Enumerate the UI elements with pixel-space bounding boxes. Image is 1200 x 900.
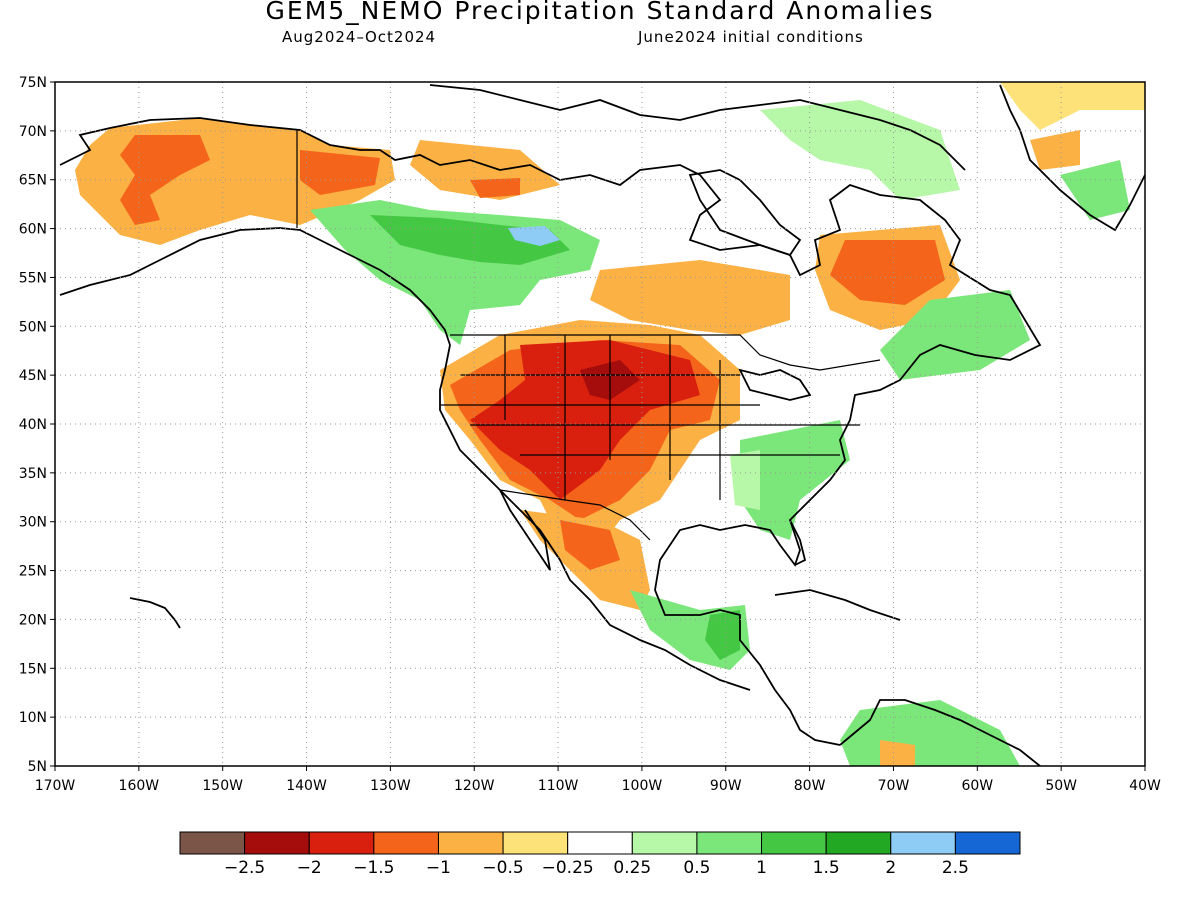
lat-label-30N: 30N [19, 515, 47, 531]
colorbar-label-8: 1 [756, 858, 767, 878]
map-area [54, 81, 1146, 767]
lat-label-40N: 40N [19, 417, 47, 433]
lat-label-60N: 60N [19, 222, 47, 238]
anomaly-central-america-core [705, 610, 740, 660]
border-us-mexico [499, 489, 651, 541]
lon-label-60W: 60W [961, 778, 993, 794]
coast-greenland [999, 84, 1145, 232]
lon-label-90W: 90W [710, 778, 742, 794]
anomaly-southeast-light [730, 450, 760, 510]
lat-label-15N: 15N [19, 661, 47, 677]
coast-arctic-islands [429, 84, 966, 171]
coast-cuba [774, 589, 901, 621]
lon-label-50W: 50W [1045, 778, 1077, 794]
lat-label-75N: 75N [19, 75, 47, 91]
forecast-period: Aug2024–Oct2024 [282, 28, 437, 46]
political-borders [296, 130, 881, 541]
lon-label-130W: 130W [370, 778, 411, 794]
lon-label-140W: 140W [286, 778, 327, 794]
coast-west [59, 227, 751, 691]
anomaly-arctic-east [760, 100, 960, 200]
colorbar-label-2: −1.5 [353, 858, 394, 878]
colorbar-label-3: −1 [426, 858, 451, 878]
anomaly-ontario [590, 260, 790, 335]
coastlines [59, 84, 1145, 766]
graticule [55, 82, 1145, 766]
colorbar-label-0: −2.5 [224, 858, 265, 878]
anomaly-bc-blue [508, 226, 560, 246]
colorbar-bin-12 [954, 831, 1021, 855]
colorbar-label-5: −0.25 [542, 858, 594, 878]
colorbar-bin-0 [179, 831, 246, 855]
anomaly-yukon [300, 150, 380, 195]
lon-label-150W: 150W [202, 778, 243, 794]
lat-label-70N: 70N [19, 124, 47, 140]
coast-south-america [839, 699, 1041, 766]
coast-baja [499, 489, 551, 571]
anomaly-southeast [740, 420, 850, 540]
colorbar-bin-2 [308, 831, 375, 855]
colorbar-bin-4 [437, 831, 504, 855]
lon-label-110W: 110W [538, 778, 579, 794]
colorbar-label-11: 2.5 [942, 858, 969, 878]
colorbar-bin-3 [373, 831, 439, 855]
anomaly-greenland-green [1060, 160, 1130, 220]
anomaly-us-west-red [470, 340, 700, 500]
coast-florida [789, 519, 807, 566]
lat-label-20N: 20N [19, 612, 47, 628]
lat-label-35N: 35N [19, 466, 47, 482]
lat-label-50N: 50N [19, 319, 47, 335]
map-title: GEM5_NEMO Precipitation Standard Anomali… [265, 0, 935, 25]
colorbar-bin-6 [567, 831, 633, 855]
colorbar-label-4: −0.5 [482, 858, 523, 878]
lat-label-45N: 45N [19, 368, 47, 384]
colorbar-bin-11 [890, 831, 956, 855]
colorbar-bin-8 [696, 831, 763, 855]
colorbar-bin-5 [502, 831, 569, 855]
colorbar-labels: −2.5 −2 −1.5 −1 −0.5 −0.25 0.25 0.5 1 1.5 2 2.5 [224, 858, 969, 878]
anomaly-greenland [1000, 82, 1145, 130]
latitude-labels: 5N 10N 15N 20N 25N 30N 35N 40N 45N 50N 55N 60N 65N 70… [19, 75, 55, 775]
lat-label-5N: 5N [28, 759, 47, 775]
lat-label-25N: 25N [19, 564, 47, 580]
colorbar-bin-9 [761, 831, 827, 855]
colorbar-label-7: 0.5 [683, 858, 710, 878]
anomaly-quebec-core [830, 240, 945, 305]
colorbar-label-6: 0.25 [613, 858, 651, 878]
lon-label-80W: 80W [794, 778, 826, 794]
lon-label-100W: 100W [622, 778, 663, 794]
lon-label-160W: 160W [119, 778, 160, 794]
lat-label-65N: 65N [19, 173, 47, 189]
lon-label-70W: 70W [878, 778, 910, 794]
colorbar-bin-7 [631, 831, 698, 855]
colorbar-label-10: 2 [885, 858, 896, 878]
colorbar-bin-1 [244, 831, 310, 855]
lon-label-120W: 120W [454, 778, 495, 794]
longitude-labels: 170W 160W 150W 140W 130W 120W 110W 100W 90W 80W 70… [35, 766, 1161, 794]
colorbar-bin-10 [825, 831, 892, 855]
lon-label-40W: 40W [1129, 778, 1161, 794]
lon-label-170W: 170W [35, 778, 76, 794]
anomaly-nunavut-core [470, 178, 520, 198]
anomaly-south-america [840, 700, 1020, 766]
colorbar-label-9: 1.5 [813, 858, 840, 878]
lat-label-55N: 55N [19, 270, 47, 286]
lat-label-10N: 10N [19, 710, 47, 726]
colorbar [179, 831, 1021, 855]
anomaly-greenland-orange [1030, 130, 1080, 170]
coast-great-lakes [738, 368, 812, 401]
border-us-canada [450, 334, 881, 371]
colorbar-label-1: −2 [297, 858, 322, 878]
anomaly-mexico-core [560, 520, 620, 570]
coast-alaska [59, 117, 1042, 746]
coast-hudson-bay [688, 169, 802, 257]
anomaly-colombia [880, 740, 915, 766]
initial-conditions: June2024 initial conditions [638, 28, 864, 46]
coast-hawaii [129, 597, 181, 629]
anomaly-nunavut [410, 140, 560, 200]
